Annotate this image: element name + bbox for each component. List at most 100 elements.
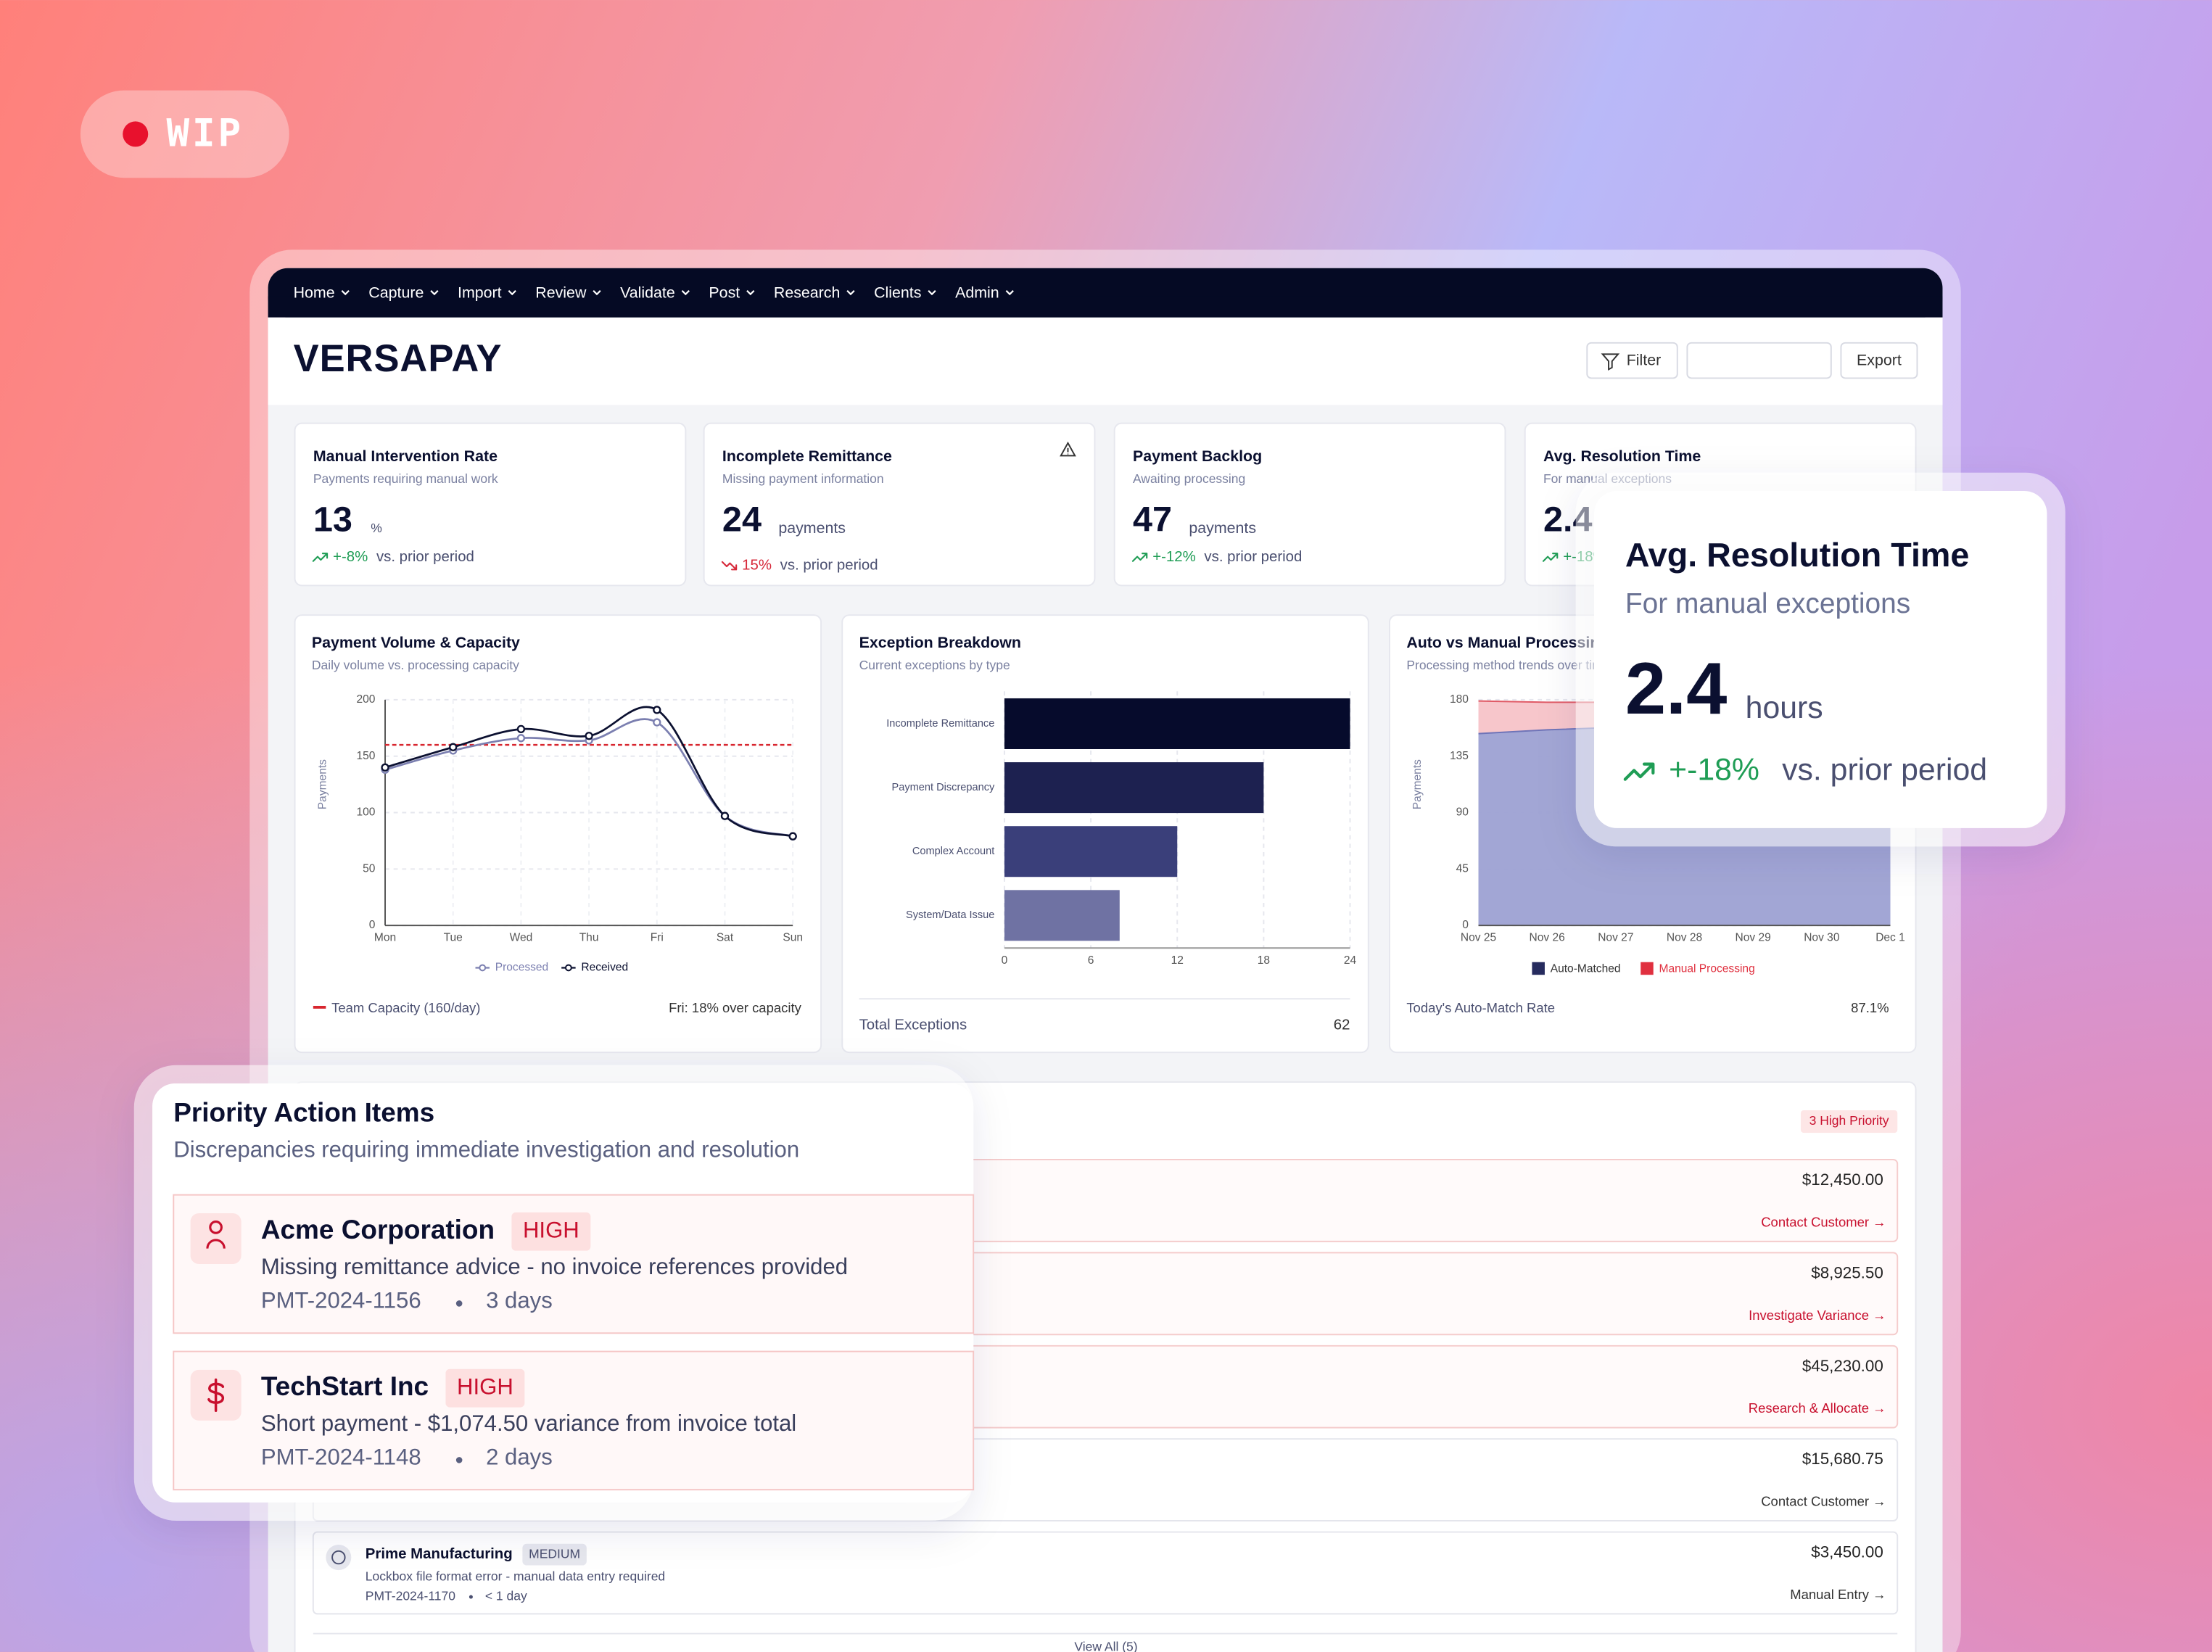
kpi-value: 24 xyxy=(722,500,762,540)
action-link[interactable]: Contact Customer → xyxy=(1761,1494,1886,1509)
y-tick-label: 100 xyxy=(356,806,375,819)
nav-item[interactable]: Admin xyxy=(955,284,999,301)
filter-label[interactable]: Filter xyxy=(1627,352,1662,369)
export-label[interactable]: Export xyxy=(1857,352,1902,369)
nav-item[interactable]: Home xyxy=(294,284,335,301)
kpi-card xyxy=(294,422,687,587)
view-all-link[interactable]: View All (5) xyxy=(1074,1640,1137,1652)
point xyxy=(720,811,730,820)
bar xyxy=(1004,826,1178,877)
chart-subtitle: Daily volume vs. processing capacity xyxy=(312,658,519,672)
bar xyxy=(1004,698,1350,749)
search-input xyxy=(1686,342,1832,379)
total-label: Total Exceptions xyxy=(859,1017,967,1033)
kpi-card xyxy=(1113,422,1506,587)
popout-unit: hours xyxy=(1746,690,1823,725)
bar xyxy=(1004,890,1120,941)
y-tick-label: 150 xyxy=(356,750,375,762)
point xyxy=(653,706,661,714)
x-tick-label: Fri xyxy=(651,932,664,944)
legend-swatch xyxy=(1532,962,1545,975)
kpi-subtitle: Payments requiring manual work xyxy=(313,471,498,486)
chart-title: Auto vs Manual Processing xyxy=(1406,634,1609,651)
nav-item[interactable]: Validate xyxy=(620,284,675,301)
trend-icon xyxy=(1542,553,1559,562)
description: Missing remittance advice - no invoice r… xyxy=(261,1254,848,1279)
amount: $15,680.75 xyxy=(1802,1450,1883,1468)
total-value: 62 xyxy=(1334,1017,1350,1033)
legend-swatch xyxy=(565,964,572,972)
point xyxy=(516,724,526,734)
nav-chevron xyxy=(746,290,755,296)
legend-swatch xyxy=(1641,962,1654,975)
nav-bar xyxy=(268,296,1943,318)
y-tick-label: 0 xyxy=(369,919,376,931)
level-badge-bg xyxy=(445,1368,525,1408)
dollar-icon xyxy=(207,1378,225,1413)
action-link[interactable]: Investigate Variance → xyxy=(1749,1308,1886,1323)
point xyxy=(585,732,593,740)
nav-item[interactable]: Capture xyxy=(368,284,424,301)
age: < 1 day xyxy=(485,1589,527,1603)
nav-chevron xyxy=(846,290,855,296)
popout-subtitle: For manual exceptions xyxy=(1625,588,1910,619)
kpi-subtitle: Missing payment information xyxy=(722,471,884,486)
kpi-card xyxy=(703,422,1096,587)
category-label: Payment Discrepancy xyxy=(892,782,995,793)
level-badge: MEDIUM xyxy=(529,1546,580,1561)
nav-item[interactable]: Clients xyxy=(874,284,921,301)
kpi-change: 15% xyxy=(742,558,772,574)
nav-item[interactable]: Research xyxy=(774,284,840,301)
popout-card xyxy=(1594,491,2047,828)
payment-id: PMT-2024-1148 xyxy=(261,1445,421,1470)
description: Lockbox file format error - manual data … xyxy=(366,1569,665,1583)
x-tick-label: Thu xyxy=(579,932,599,944)
action-link[interactable]: Manual Entry → xyxy=(1790,1587,1886,1602)
kpi-value: 13 xyxy=(313,500,352,540)
y-tick-label: 90 xyxy=(1456,806,1469,819)
action-icon-bg xyxy=(190,1213,242,1264)
nav-item[interactable]: Import xyxy=(458,284,502,301)
customer-name: TechStart Inc xyxy=(261,1371,429,1401)
nav-chevron xyxy=(593,290,601,296)
kpi-compare: vs. prior period xyxy=(780,558,878,574)
nav-item[interactable]: Post xyxy=(709,284,740,301)
chart-title: Exception Breakdown xyxy=(859,634,1021,651)
x-tick-label: Wed xyxy=(510,932,533,944)
kpi-title: Payment Backlog xyxy=(1133,447,1262,465)
chart-note: Fri: 18% over capacity xyxy=(669,1000,801,1015)
point xyxy=(653,718,661,727)
amount: $12,450.00 xyxy=(1802,1170,1883,1189)
separator-dot xyxy=(469,1595,473,1599)
amount: $8,925.50 xyxy=(1811,1263,1883,1281)
category-label: Incomplete Remittance xyxy=(886,718,994,730)
x-tick-label: Sat xyxy=(717,932,734,944)
kpi-compare: vs. prior period xyxy=(376,549,474,565)
nav-item[interactable]: Review xyxy=(535,284,587,301)
legend-swatch xyxy=(479,964,487,972)
kpi-unit: payments xyxy=(1189,519,1256,537)
kpi-change: +-8% xyxy=(333,549,368,565)
x-tick-label: Nov 28 xyxy=(1667,932,1702,944)
x-tick-label: 0 xyxy=(1002,954,1008,967)
x-tick-label: Tue xyxy=(444,932,463,944)
action-link[interactable]: Contact Customer → xyxy=(1761,1214,1886,1229)
x-tick-label: Mon xyxy=(374,932,396,944)
x-tick-label: Nov 29 xyxy=(1736,932,1771,944)
rate-label: Today's Auto-Match Rate xyxy=(1406,1000,1555,1015)
kpi-compare: vs. prior period xyxy=(1204,549,1302,565)
popout-title: Avg. Resolution Time xyxy=(1625,536,1970,574)
priority-count-bg xyxy=(1800,1110,1898,1133)
action-link[interactable]: Research & Allocate → xyxy=(1749,1400,1886,1416)
age: 2 days xyxy=(486,1445,553,1470)
payment-id: PMT-2024-1156 xyxy=(261,1288,421,1313)
x-tick-label: Dec 1 xyxy=(1875,932,1905,944)
y-tick-label: 45 xyxy=(1456,862,1469,875)
level-badge: HIGH xyxy=(457,1374,513,1399)
chart-card xyxy=(294,614,822,1054)
priority-count: 3 High Priority xyxy=(1809,1113,1889,1128)
separator-dot xyxy=(455,1300,463,1307)
amount: $3,450.00 xyxy=(1811,1543,1883,1561)
status-badge xyxy=(80,90,289,178)
